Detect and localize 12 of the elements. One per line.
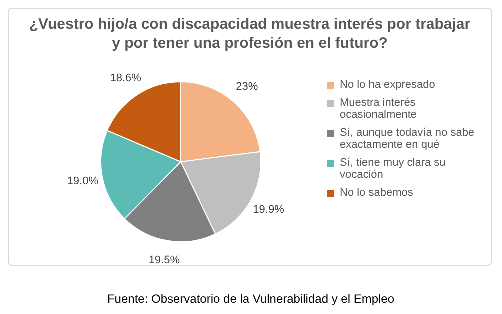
data-label: 18.6% bbox=[110, 72, 142, 85]
data-label: 19.0% bbox=[67, 175, 99, 188]
chart-title: ¿Vuestro hijo/a con discapacidad muestra interés por trabajar y por tener una profesión en el futuro? bbox=[29, 15, 471, 53]
data-label: 19.9% bbox=[253, 204, 285, 216]
legend-label: Sí, tiene muy clara su vocación bbox=[340, 157, 447, 181]
data-label: 23% bbox=[236, 80, 258, 93]
data-label: 19.5% bbox=[148, 254, 180, 267]
legend-label: Muestra interés ocasionalmente bbox=[340, 97, 418, 121]
legend-label: No lo ha expresado bbox=[340, 79, 436, 91]
source-note: Fuente: Observatorio de la Vulnerabilidad y el Empleo bbox=[106, 292, 396, 306]
legend-label: No lo sabemos bbox=[340, 187, 414, 199]
legend-label: Sí, aunque todavía no sabe exactamente en qué bbox=[340, 127, 476, 151]
